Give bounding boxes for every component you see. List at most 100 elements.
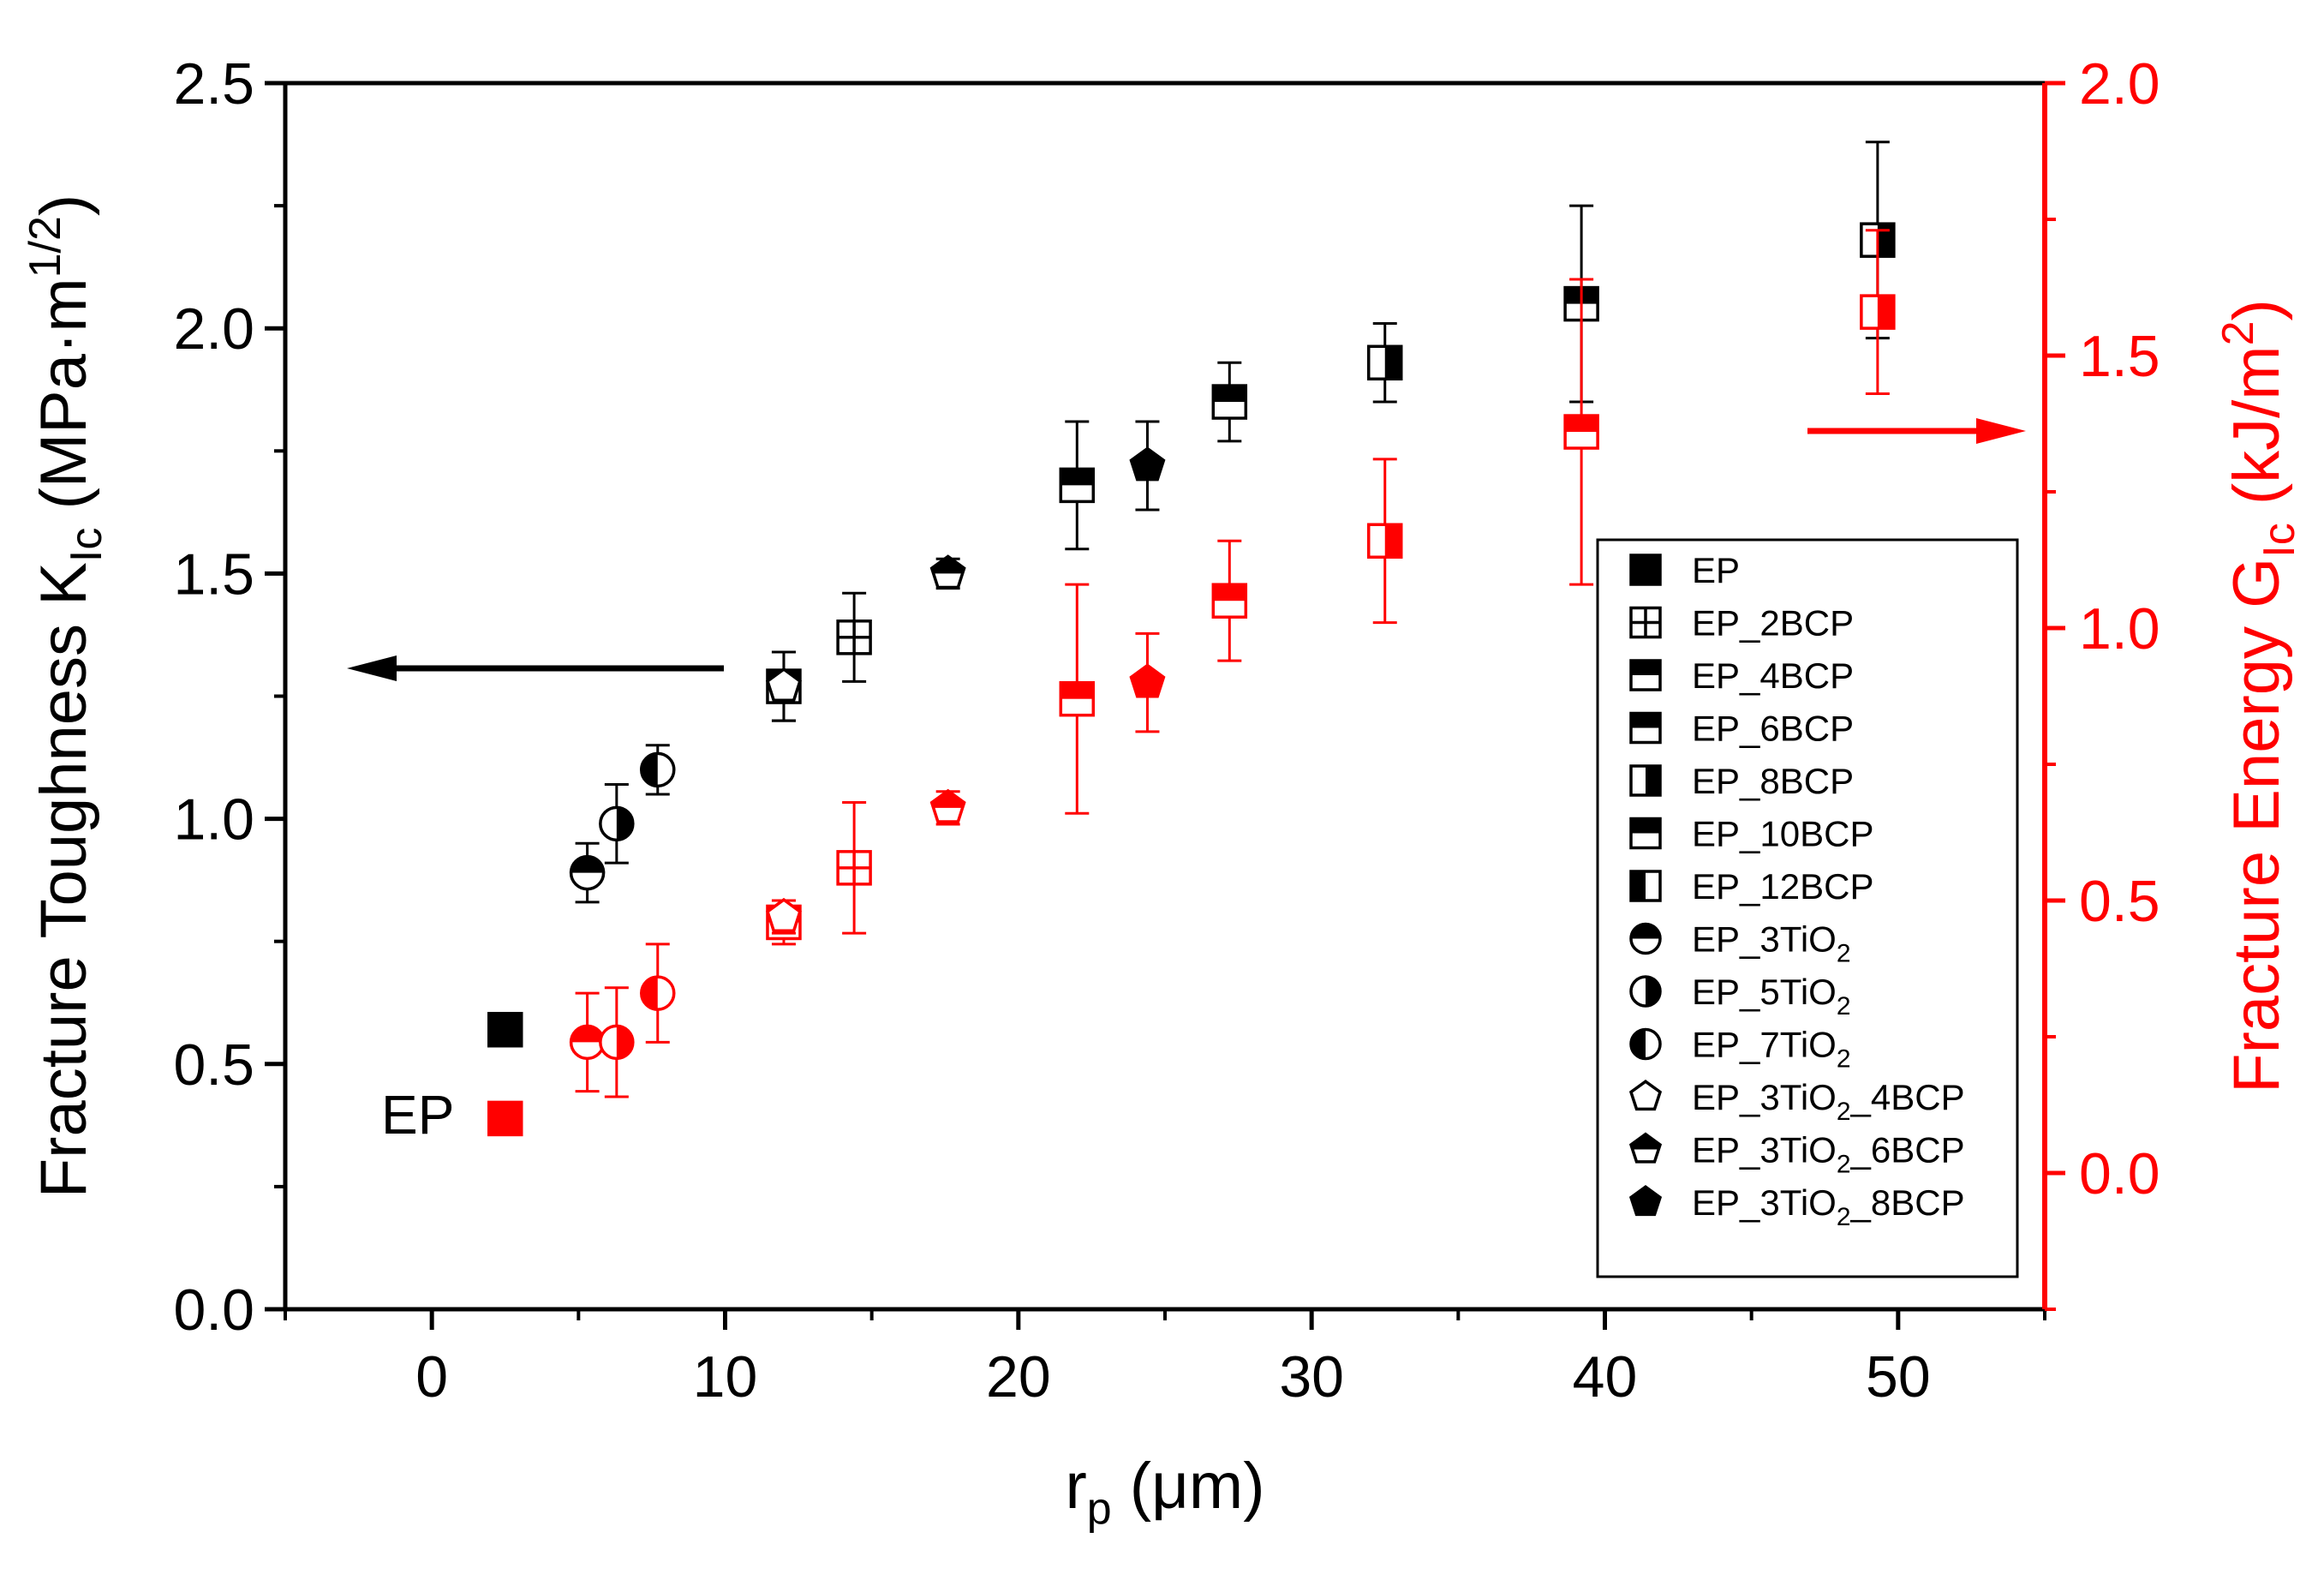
toughness-point bbox=[487, 1011, 523, 1048]
right-y-tick-label: 2.0 bbox=[2079, 51, 2160, 117]
marker-fill bbox=[571, 856, 604, 873]
legend-item: EP_12BCP bbox=[1629, 866, 1873, 907]
legend-label: EP_5TiO2 bbox=[1692, 972, 1851, 1020]
legend-label: EP_3TiO2_6BCP bbox=[1692, 1130, 1965, 1179]
marker-outline bbox=[1129, 446, 1166, 482]
marker-outline bbox=[599, 805, 635, 842]
energy-point bbox=[487, 1100, 523, 1137]
marker-outline bbox=[1629, 554, 1662, 586]
legend-item: EP_3TiO2_6BCP bbox=[1628, 1130, 1965, 1179]
marker-outline bbox=[1629, 817, 1662, 850]
toughness-point bbox=[640, 751, 676, 788]
legend-item: EP_3TiO2_8BCP bbox=[1628, 1182, 1965, 1231]
marker-fill bbox=[1213, 584, 1246, 601]
legend-item: EP_6BCP bbox=[1629, 709, 1854, 749]
x-tick-label: 30 bbox=[1279, 1344, 1344, 1409]
marker-outline bbox=[765, 897, 802, 932]
legend-marker bbox=[1629, 1027, 1662, 1061]
marker-outline bbox=[1629, 1027, 1662, 1061]
marker-fill bbox=[616, 807, 633, 841]
marker-fill bbox=[571, 1026, 604, 1043]
marker-outline bbox=[1129, 663, 1166, 698]
marker-outline bbox=[569, 854, 606, 891]
legend-item: EP_8BCP bbox=[1629, 761, 1854, 801]
marker-fill bbox=[1213, 386, 1246, 403]
marker-fill bbox=[1631, 661, 1660, 675]
marker-outline bbox=[929, 788, 966, 823]
marker-outline bbox=[1628, 1080, 1663, 1111]
left-y-tick-label: 2.5 bbox=[173, 51, 254, 117]
marker-fill bbox=[1631, 555, 1660, 584]
marker-fill bbox=[931, 556, 965, 574]
legend-marker bbox=[1629, 606, 1662, 639]
toughness-point bbox=[569, 854, 606, 891]
marker-fill bbox=[1060, 682, 1094, 699]
legend-item: EP_4BCP bbox=[1629, 655, 1854, 696]
marker-outline bbox=[1629, 922, 1662, 955]
toughness-point bbox=[836, 619, 872, 655]
right-y-tick-label: 1.0 bbox=[2079, 596, 2160, 661]
marker-outline bbox=[1059, 680, 1096, 717]
right-y-axis-title: Fracture Energy GIc (kJ/m2) bbox=[2213, 299, 2304, 1093]
marker-fill bbox=[1631, 818, 1660, 834]
marker-outline bbox=[599, 1024, 635, 1061]
legend-label: EP_12BCP bbox=[1692, 866, 1873, 907]
x-tick-label: 10 bbox=[693, 1344, 758, 1409]
legend-label: EP bbox=[1692, 550, 1740, 590]
energy-point bbox=[1129, 663, 1166, 698]
energy-point bbox=[640, 975, 676, 1011]
toughness-point bbox=[599, 805, 635, 842]
legend-label: EP_10BCP bbox=[1692, 814, 1873, 854]
toughness-point bbox=[1211, 384, 1248, 420]
marker-fill bbox=[488, 1102, 522, 1135]
marker-fill bbox=[1384, 346, 1401, 380]
marker-outline bbox=[1211, 384, 1248, 420]
legend-marker bbox=[1629, 554, 1662, 586]
legend-label: EP_2BCP bbox=[1692, 603, 1854, 643]
legend-label: EP_4BCP bbox=[1692, 655, 1854, 696]
marker-outline bbox=[765, 667, 802, 702]
marker-fill bbox=[1877, 296, 1894, 329]
legend-label: EP_3TiO2_8BCP bbox=[1692, 1182, 1965, 1231]
marker-fill bbox=[1631, 871, 1646, 901]
x-tick-label: 20 bbox=[986, 1344, 1051, 1409]
marker-outline bbox=[1563, 414, 1599, 450]
marks-group bbox=[487, 141, 1896, 1137]
legend-frame bbox=[1596, 538, 2019, 1278]
ep-annotation: EP bbox=[381, 1084, 454, 1146]
marker-outline bbox=[1629, 870, 1662, 902]
left-y-tick-label: 2.0 bbox=[173, 296, 254, 362]
left-y-tick-label: 1.5 bbox=[173, 542, 254, 607]
legend-marker bbox=[1629, 922, 1662, 955]
legend-marker bbox=[1628, 1132, 1663, 1164]
marker-fill bbox=[931, 790, 965, 808]
marker-outline bbox=[1628, 1132, 1663, 1164]
right-y-tick-label: 1.5 bbox=[2079, 324, 2160, 389]
marker-outline bbox=[1211, 583, 1248, 619]
marker-fill bbox=[488, 1013, 522, 1046]
marker-fill bbox=[1565, 416, 1598, 433]
toughness-point bbox=[1059, 467, 1096, 504]
legend-item: EP_10BCP bbox=[1629, 814, 1873, 854]
axes-group: 0 10 20 30 40 50 0.0 0.5 1.0 1.5 2.0 2.5 0.0 0.5 1.0 1.… bbox=[21, 51, 2304, 1534]
toughness-point bbox=[1367, 344, 1403, 381]
left-y-tick-label: 0.5 bbox=[173, 1032, 254, 1098]
marker-outline bbox=[1629, 711, 1662, 745]
legend-item: EP_5TiO2 bbox=[1629, 972, 1851, 1020]
legend-item: EP_2BCP bbox=[1629, 603, 1854, 643]
legend-marker bbox=[1629, 711, 1662, 745]
energy-point bbox=[1059, 680, 1096, 717]
x-tick-label: 50 bbox=[1866, 1344, 1931, 1409]
left-y-axis-title: Fracture Toughness KIc (MPa·m1/2) bbox=[21, 195, 111, 1199]
marker-outline bbox=[487, 1011, 523, 1048]
toughness-point bbox=[929, 554, 966, 590]
marker-outline bbox=[487, 1100, 523, 1137]
legend-box: EP EP_2BCP EP_4BCP EP_6BCP EP_8BCP EP_10BCP EP… bbox=[1596, 538, 2019, 1278]
marker-outline bbox=[1629, 975, 1662, 1008]
marker-fill bbox=[1060, 469, 1094, 486]
left-y-tick-label: 1.0 bbox=[173, 787, 254, 853]
legend-label: EP_3TiO2 bbox=[1692, 919, 1851, 968]
legend-label: EP_3TiO2_4BCP bbox=[1692, 1077, 1965, 1126]
energy-point bbox=[1211, 583, 1248, 619]
